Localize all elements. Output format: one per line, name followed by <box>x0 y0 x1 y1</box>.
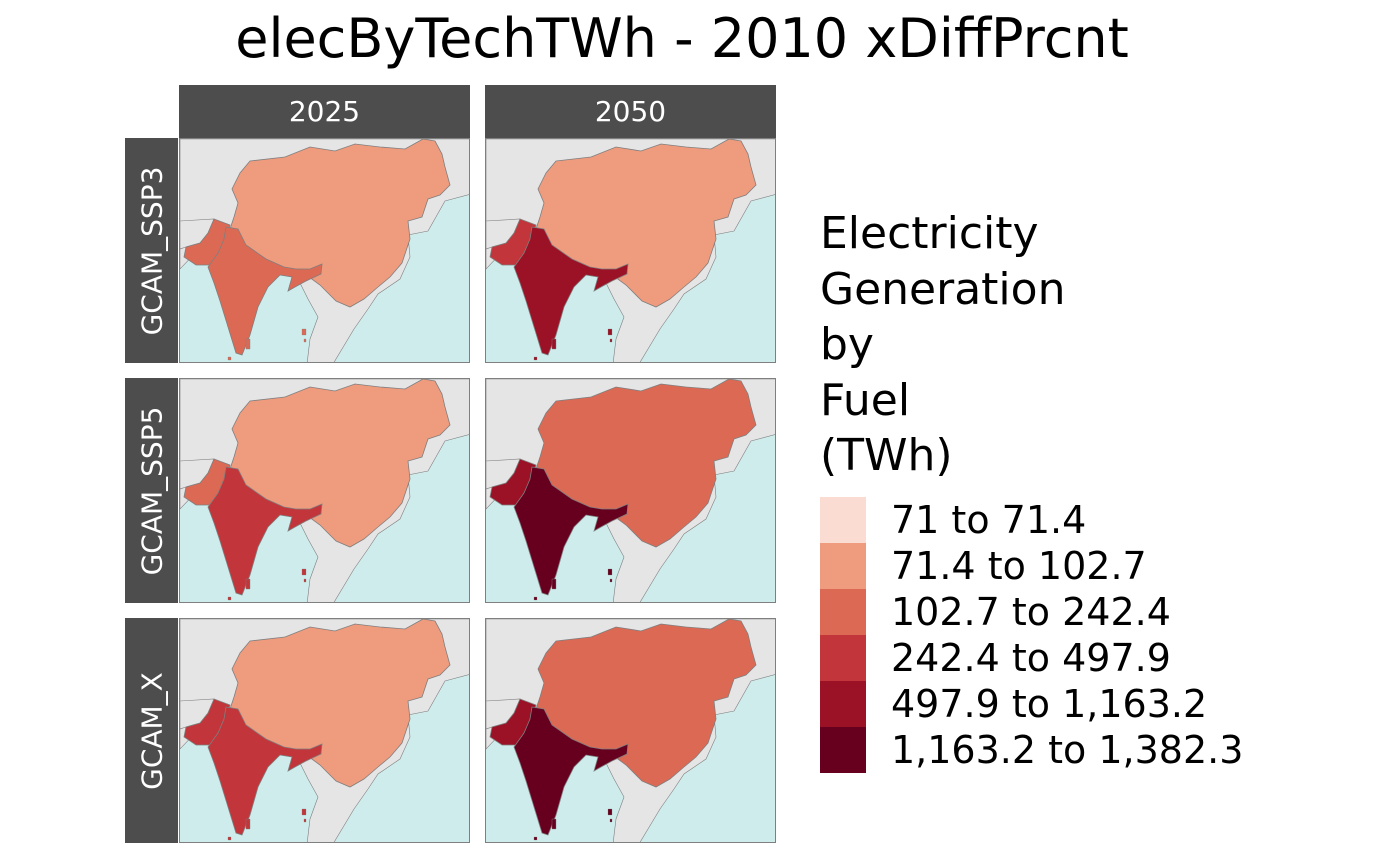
legend-title-line: Fuel <box>820 374 911 426</box>
sri-lanka-region <box>551 578 557 590</box>
legend-title-line: (TWh) <box>820 430 953 481</box>
india-region <box>207 706 323 836</box>
legend-label: 102.7 to 242.4 <box>891 590 1171 634</box>
legend-swatch <box>820 681 866 727</box>
legend-swatch <box>820 589 866 635</box>
legend-swatch <box>820 497 866 543</box>
island-regions <box>227 328 307 361</box>
legend-title-line: Electricity <box>820 208 1039 259</box>
map-panel-ssp3-2025 <box>179 138 470 363</box>
column-header-2050: 2050 <box>485 85 776 138</box>
india-region <box>207 226 323 356</box>
map-svg <box>486 619 775 842</box>
island-regions <box>533 808 613 841</box>
island-regions <box>533 328 613 361</box>
sri-lanka-region <box>551 818 557 830</box>
sri-lanka-region <box>245 818 251 830</box>
legend-title: Electricity Generation by Fuel (TWh) <box>820 206 1065 484</box>
legend-label: 71.4 to 102.7 <box>891 544 1147 588</box>
india-region <box>513 466 629 596</box>
map-panel-x-2025 <box>179 618 470 843</box>
map-svg <box>486 139 775 362</box>
legend-swatch <box>820 635 866 681</box>
legend-title-line: by <box>820 319 874 370</box>
legend-label: 1,163.2 to 1,382.3 <box>891 728 1244 772</box>
india-region <box>513 226 629 356</box>
legend-label: 242.4 to 497.9 <box>891 636 1171 680</box>
island-regions <box>227 568 307 601</box>
sri-lanka-region <box>551 338 557 350</box>
sri-lanka-region <box>245 578 251 590</box>
map-panel-ssp5-2025 <box>179 378 470 603</box>
island-regions <box>533 568 613 601</box>
map-svg <box>180 379 469 602</box>
map-panel-ssp5-2050 <box>485 378 776 603</box>
legend-swatch <box>820 727 866 773</box>
sri-lanka-region <box>245 338 251 350</box>
row-header-gcam-ssp5: GCAM_SSP5 <box>125 378 178 603</box>
plot-title: elecByTechTWh - 2010 xDiffPrcnt <box>235 7 1129 70</box>
map-svg <box>180 139 469 362</box>
india-region <box>513 706 629 836</box>
legend-title-line: Generation <box>820 263 1066 315</box>
column-header-2025: 2025 <box>179 85 470 138</box>
map-svg <box>486 379 775 602</box>
map-panel-x-2050 <box>485 618 776 843</box>
row-header-gcam-x: GCAM_X <box>125 618 178 843</box>
legend-label: 497.9 to 1,163.2 <box>891 682 1208 726</box>
legend-label: 71 to 71.4 <box>891 498 1087 542</box>
legend-swatch <box>820 543 866 589</box>
map-svg <box>180 619 469 842</box>
india-region <box>207 466 323 596</box>
row-header-gcam-ssp3: GCAM_SSP3 <box>125 138 178 363</box>
island-regions <box>227 808 307 841</box>
map-panel-ssp3-2050 <box>485 138 776 363</box>
